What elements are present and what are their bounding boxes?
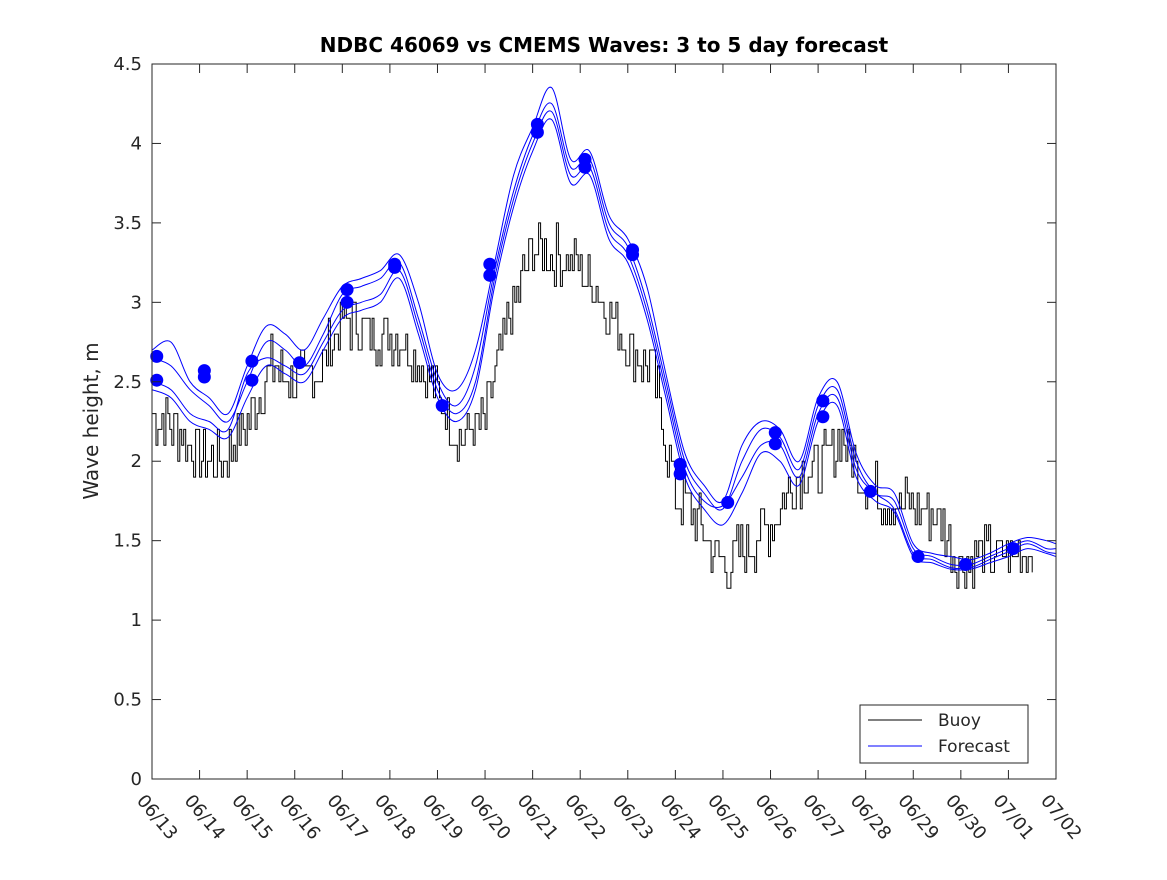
- y-axis-label: Wave height, m: [79, 342, 103, 499]
- forecast-marker: [816, 394, 830, 408]
- forecast-marker: [197, 370, 211, 384]
- forecast-line-4: [151, 118, 1057, 571]
- y-tick-label: 4.5: [113, 54, 142, 75]
- plot-area: [150, 64, 1057, 779]
- y-tick-label: 2: [131, 451, 142, 472]
- forecast-marker: [150, 373, 164, 387]
- forecast-marker: [673, 457, 687, 471]
- plot-background: [152, 64, 1056, 779]
- forecast-marker: [721, 496, 735, 510]
- forecast-marker: [340, 283, 354, 297]
- buoy-series: [152, 222, 1033, 589]
- forecast-marker: [911, 550, 925, 564]
- legend-forecast-label: Forecast: [938, 737, 1010, 757]
- forecast-series: [151, 86, 1057, 571]
- forecast-marker: [578, 160, 592, 174]
- forecast-marker: [768, 426, 782, 440]
- y-tick-label: 2.5: [113, 372, 142, 393]
- chart-title: NDBC 46069 vs CMEMS Waves: 3 to 5 day fo…: [320, 33, 889, 57]
- y-tick-label: 0.5: [113, 690, 142, 711]
- legend-box: [859, 704, 1029, 764]
- plot-frame: [151, 63, 1057, 780]
- forecast-marker: [1006, 542, 1020, 556]
- forecast-marker: [340, 295, 354, 309]
- forecast-marker: [483, 268, 497, 282]
- forecast-marker: [245, 354, 259, 368]
- forecast-marker: [150, 349, 164, 363]
- forecast-marker: [816, 410, 830, 424]
- forecast-marker: [388, 260, 402, 274]
- y-tick-label: 1: [131, 610, 142, 631]
- forecast-marker: [530, 125, 544, 139]
- forecast-marker: [959, 558, 973, 571]
- y-tick-label: 3.5: [113, 213, 142, 234]
- buoy-line: [152, 222, 1033, 589]
- legend: Buoy Forecast: [859, 704, 1029, 764]
- forecast-marker: [768, 437, 782, 451]
- y-tick-label: 0: [131, 769, 142, 790]
- forecast-line-3: [151, 86, 1057, 561]
- forecast-marker: [292, 356, 306, 370]
- forecast-marker: [626, 248, 640, 262]
- y-axis: 0 0.5 1 1.5 2 2.5 3 3.5 4 4.5: [113, 54, 1056, 790]
- forecast-marker: [483, 257, 497, 271]
- forecast-marker: [435, 399, 449, 413]
- forecast-markers: [150, 117, 1020, 571]
- forecast-marker: [863, 484, 877, 498]
- forecast-marker: [673, 467, 687, 481]
- forecast-marker: [245, 373, 259, 387]
- legend-buoy-label: Buoy: [938, 711, 981, 731]
- forecast-line-2: [151, 110, 1057, 570]
- y-tick-label: 4: [131, 133, 142, 154]
- forecast-line-1: [151, 102, 1057, 566]
- y-tick-label: 3: [131, 292, 142, 313]
- y-tick-label: 1.5: [113, 531, 142, 552]
